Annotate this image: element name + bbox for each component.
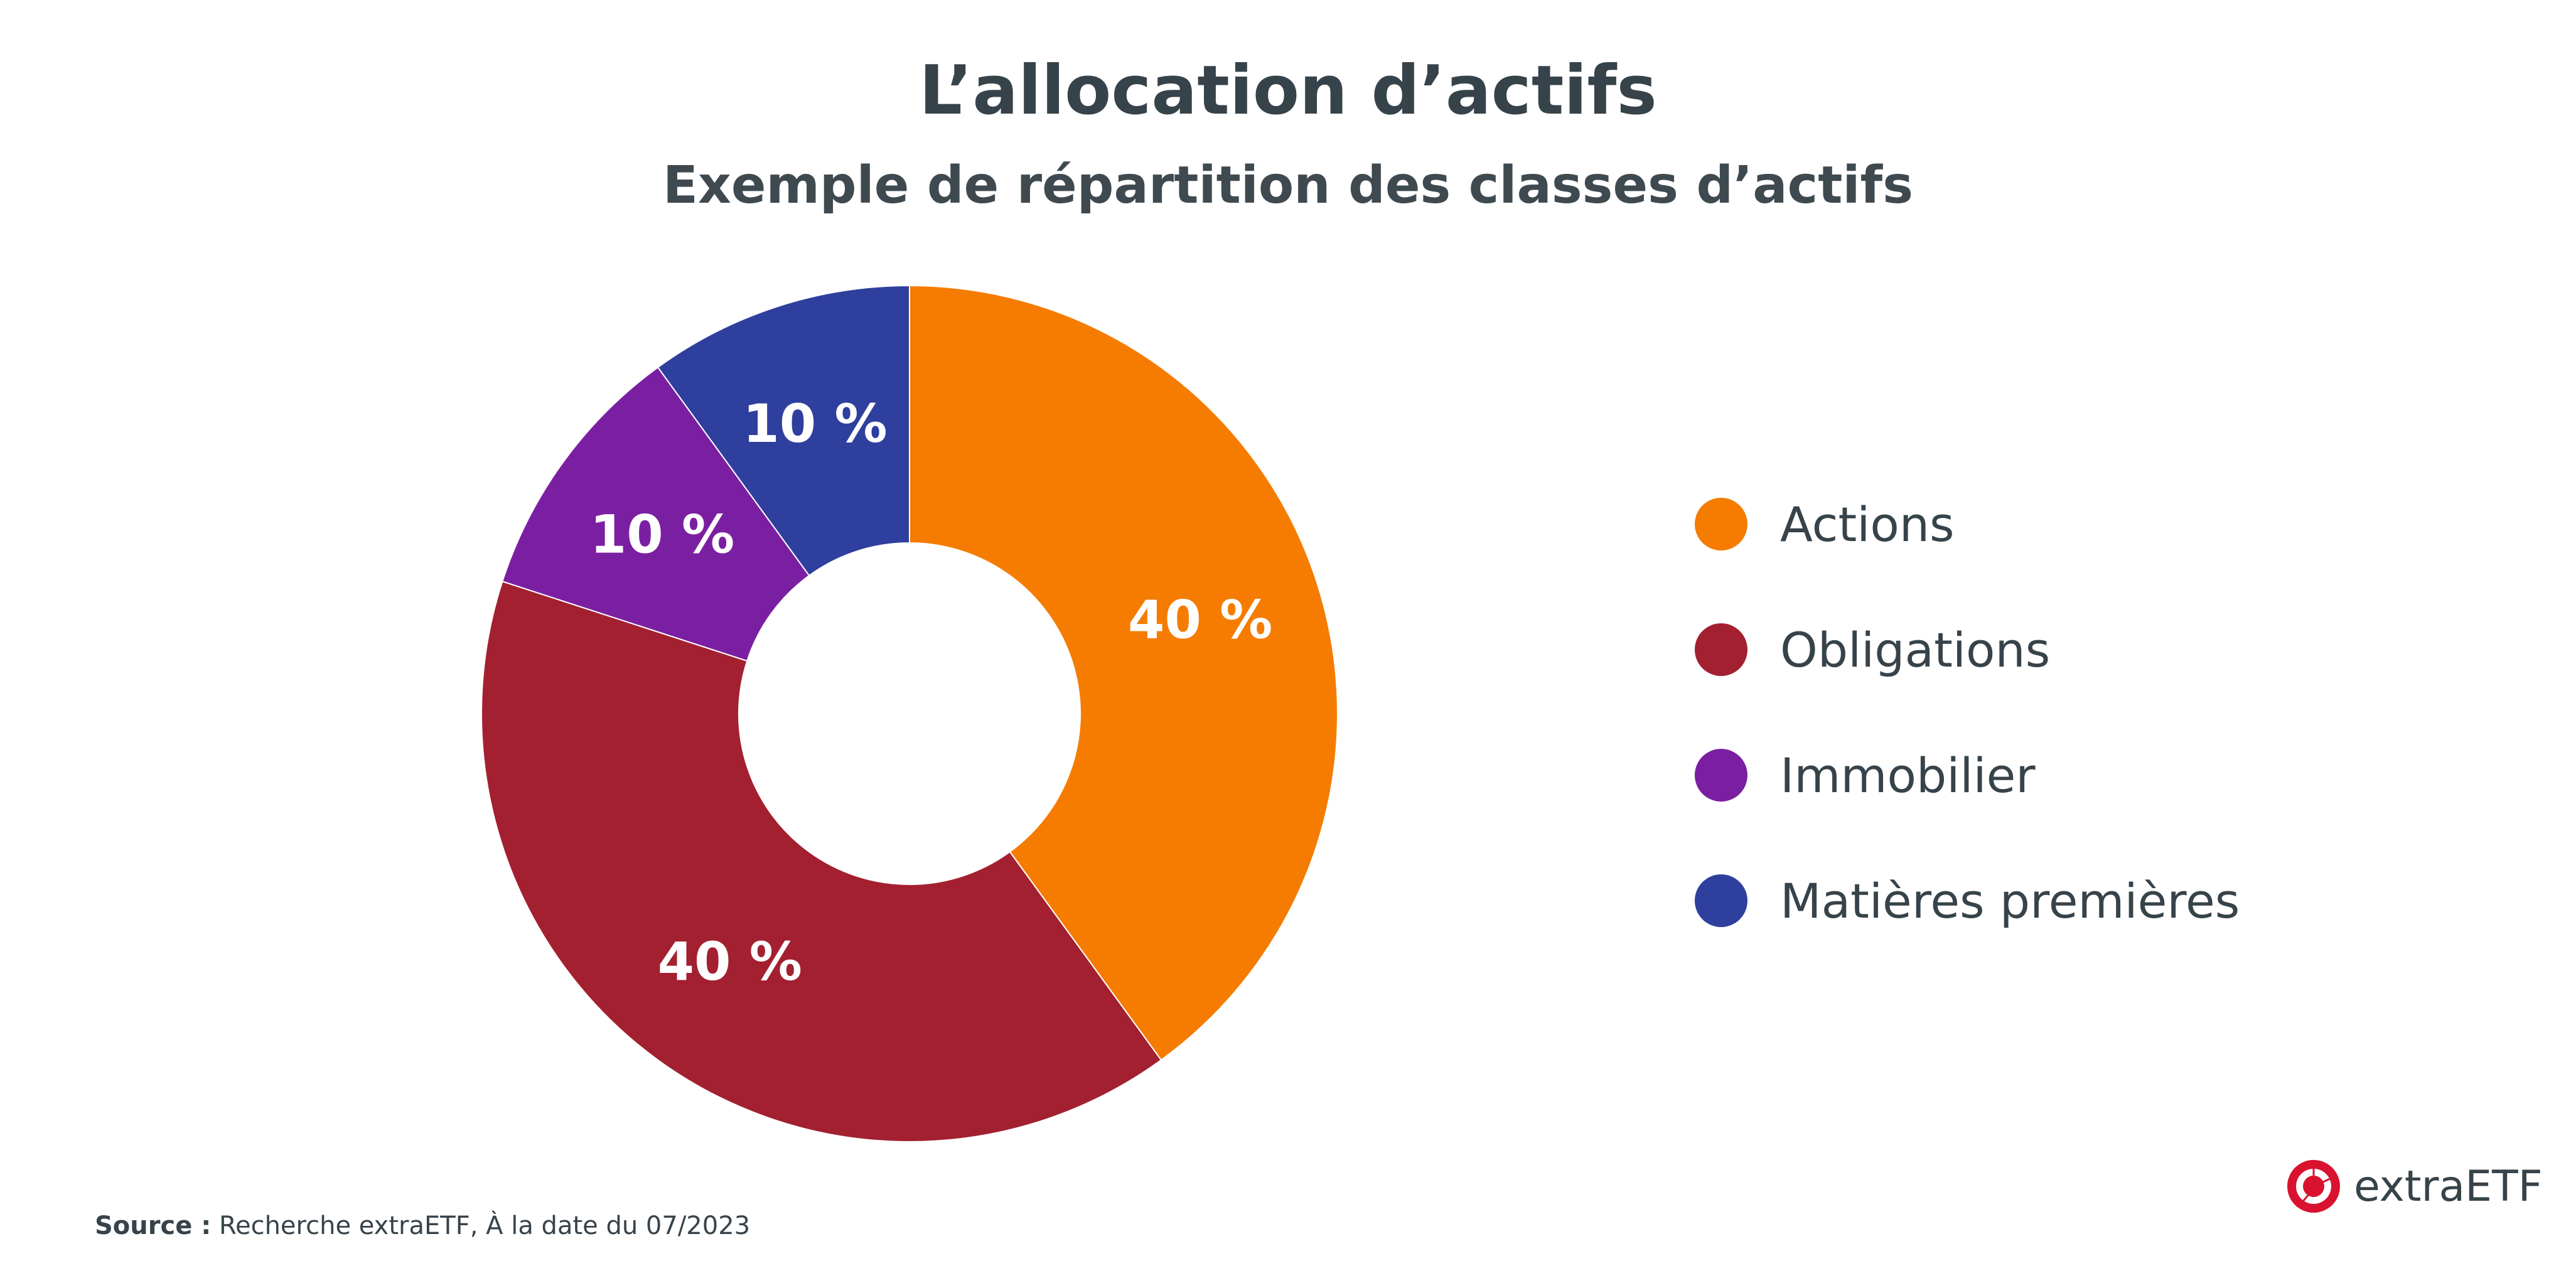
legend-swatch xyxy=(1695,498,1747,550)
legend-item: Matières premières xyxy=(1695,838,2240,963)
data-label: 10 % xyxy=(743,393,887,454)
data-label: 10 % xyxy=(590,504,734,566)
data-label: 40 % xyxy=(658,931,802,992)
legend-item: Obligations xyxy=(1695,587,2240,712)
source-text: Recherche extraETF, À la date du 07/2023 xyxy=(211,1211,751,1240)
legend-label: Obligations xyxy=(1780,621,2051,678)
legend-swatch xyxy=(1695,749,1747,802)
extraetf-logo: extraETF xyxy=(2287,1160,2543,1213)
legend-swatch xyxy=(1695,874,1747,927)
legend: Actions Obligations Immobilier Matières pre… xyxy=(1695,461,2240,963)
legend-swatch xyxy=(1695,623,1747,676)
legend-label: Actions xyxy=(1780,496,1955,552)
source-note: Source : Recherche extraETF, À la date d… xyxy=(95,1211,750,1240)
legend-label: Matières premières xyxy=(1780,872,2240,929)
logo-icon xyxy=(2287,1160,2340,1213)
chart-title: L’allocation d’actifs xyxy=(919,51,1657,130)
legend-label: Immobilier xyxy=(1780,747,2036,803)
slice-mati-res-premi-res xyxy=(657,284,910,577)
legend-item: Immobilier xyxy=(1695,712,2240,838)
slice-obligations xyxy=(481,580,1162,1142)
data-label: 40 % xyxy=(1128,589,1272,651)
chart-subtitle: Exemple de répartition des classes d’act… xyxy=(662,156,1914,215)
slice-immobilier xyxy=(502,366,810,662)
logo-text: extraETF xyxy=(2354,1161,2543,1211)
slice-actions xyxy=(909,284,1338,1061)
source-label: Source : xyxy=(95,1211,212,1240)
legend-item: Actions xyxy=(1695,461,2240,587)
